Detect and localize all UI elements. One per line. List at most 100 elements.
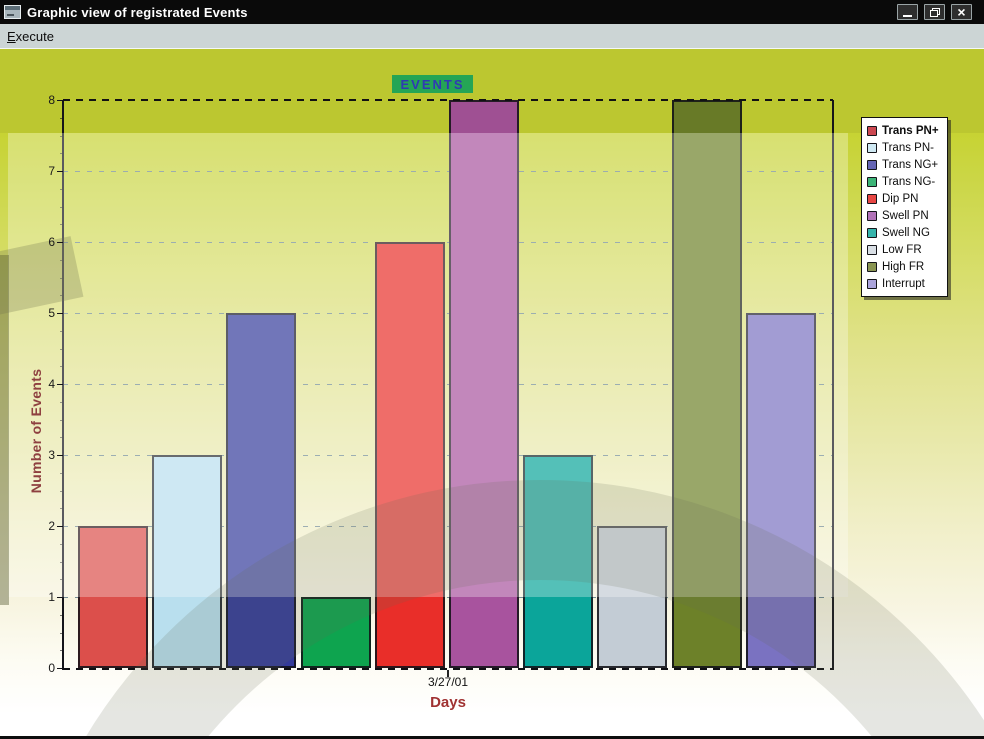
title-bar[interactable]: Graphic view of registrated Events × xyxy=(0,0,984,24)
screenshot-bottom-edge xyxy=(0,736,984,739)
y-tick-3 xyxy=(57,455,63,456)
x-tick xyxy=(447,670,449,677)
legend-label: Low FR xyxy=(882,243,922,256)
y-tick-label-6: 6 xyxy=(48,235,55,249)
legend-item-dip-pn: Dip PN xyxy=(867,190,943,207)
legend-label: High FR xyxy=(882,260,925,273)
watermark-top-band xyxy=(0,49,984,133)
y-tick-5 xyxy=(57,313,63,314)
x-tick-label: 3/27/01 xyxy=(427,675,469,689)
window-title: Graphic view of registrated Events xyxy=(27,4,248,20)
y-tick-2 xyxy=(57,526,63,527)
legend-label: Interrupt xyxy=(882,277,925,290)
legend-swatch xyxy=(867,159,877,170)
y-minor-tick xyxy=(60,401,63,403)
y-tick-label-3: 3 xyxy=(48,448,55,462)
legend-label: Trans NG+ xyxy=(882,158,939,171)
legend-swatch xyxy=(867,227,877,238)
legend-swatch xyxy=(867,176,877,187)
y-axis-line xyxy=(62,100,64,670)
legend-label: Trans PN- xyxy=(882,141,934,154)
y-minor-tick xyxy=(60,632,63,634)
y-minor-tick xyxy=(60,135,63,137)
y-axis-title: Number of Events xyxy=(28,368,44,494)
y-tick-0 xyxy=(57,668,63,669)
y-minor-tick xyxy=(60,650,63,652)
x-axis-title: Days xyxy=(430,694,466,711)
menu-bar: Execute xyxy=(0,24,984,49)
y-minor-tick xyxy=(60,543,63,545)
legend-swatch xyxy=(867,278,877,289)
legend-label: Trans PN+ xyxy=(882,124,939,137)
y-minor-tick xyxy=(60,153,63,155)
close-icon: × xyxy=(957,4,966,20)
minimize-icon xyxy=(903,14,912,17)
y-tick-4 xyxy=(57,384,63,385)
y-tick-label-1: 1 xyxy=(48,590,55,604)
y-minor-tick xyxy=(60,330,63,332)
legend-swatch xyxy=(867,244,877,255)
y-tick-label-2: 2 xyxy=(48,519,55,533)
watermark-stem xyxy=(0,255,9,605)
y-tick-6 xyxy=(57,242,63,243)
legend-item-low-fr: Low FR xyxy=(867,241,943,258)
y-tick-label-7: 7 xyxy=(48,164,55,178)
legend-swatch xyxy=(867,142,877,153)
restore-button[interactable] xyxy=(924,4,945,20)
y-minor-tick xyxy=(60,508,63,510)
y-tick-1 xyxy=(57,597,63,598)
legend: Trans PN+ Trans PN- Trans NG+ Trans NG- Dip … xyxy=(861,117,948,297)
window-controls: × xyxy=(897,4,972,20)
y-minor-tick xyxy=(60,259,63,261)
y-tick-label-4: 4 xyxy=(48,377,55,391)
y-tick-label-5: 5 xyxy=(48,306,55,320)
y-tick-7 xyxy=(57,171,63,172)
y-tick-label-8: 8 xyxy=(48,93,55,107)
y-tick-8 xyxy=(57,100,63,101)
minimize-button[interactable] xyxy=(897,4,918,20)
legend-label: Trans NG- xyxy=(882,175,936,188)
legend-swatch xyxy=(867,261,877,272)
app-icon xyxy=(4,5,21,19)
y-minor-tick xyxy=(60,188,63,190)
y-minor-tick xyxy=(60,366,63,368)
legend-swatch xyxy=(867,193,877,204)
y-minor-tick xyxy=(60,579,63,581)
gridline-y6 xyxy=(63,242,833,243)
gridline-y5 xyxy=(63,313,833,314)
legend-item-swell-pn: Swell PN xyxy=(867,207,943,224)
gridline-y4 xyxy=(63,384,833,385)
chart-title: EVENTS xyxy=(392,75,473,93)
legend-swatch xyxy=(867,210,877,221)
legend-item-interrupt: Interrupt xyxy=(867,275,943,292)
gridline-y3 xyxy=(63,455,833,456)
bar-trans-pn- xyxy=(78,526,148,668)
y-minor-tick xyxy=(60,206,63,208)
y-tick-label-0: 0 xyxy=(48,661,55,675)
legend-item-trans-pn-: Trans PN+ xyxy=(867,122,943,139)
y-minor-tick xyxy=(60,348,63,350)
y-minor-tick xyxy=(60,419,63,421)
plot-right-border xyxy=(832,100,834,670)
y-minor-tick xyxy=(60,561,63,563)
legend-item-trans-pn-: Trans PN- xyxy=(867,139,943,156)
y-minor-tick xyxy=(60,277,63,279)
chart-canvas: 0 1 2 3 4 5 6 7 8 EVENTS Number of Events 3/27/0… xyxy=(0,49,984,739)
menu-item-execute[interactable]: Execute xyxy=(7,28,54,44)
restore-icon xyxy=(929,7,940,17)
y-minor-tick xyxy=(60,224,63,226)
gridline-y7 xyxy=(63,171,833,172)
legend-item-high-fr: High FR xyxy=(867,258,943,275)
legend-item-trans-ng-: Trans NG- xyxy=(867,173,943,190)
y-minor-tick xyxy=(60,490,63,492)
legend-label: Swell PN xyxy=(882,209,929,222)
legend-item-trans-ng-: Trans NG+ xyxy=(867,156,943,173)
legend-label: Swell NG xyxy=(882,226,930,239)
legend-swatch xyxy=(867,125,877,136)
close-button[interactable]: × xyxy=(951,4,972,20)
legend-label: Dip PN xyxy=(882,192,919,205)
plot-top-border xyxy=(63,99,833,101)
y-minor-tick xyxy=(60,614,63,616)
y-minor-tick xyxy=(60,295,63,297)
